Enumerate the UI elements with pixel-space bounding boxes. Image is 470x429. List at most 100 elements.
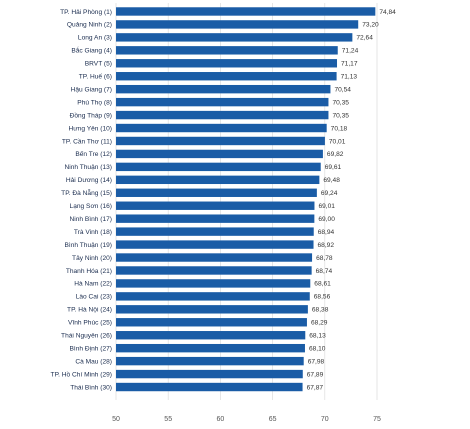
value-label: 67,87: [307, 384, 324, 391]
bar: [116, 292, 310, 301]
value-label: 70,01: [329, 138, 346, 145]
bar: [116, 331, 306, 340]
category-label: Tây Ninh (20): [72, 255, 112, 262]
value-label: 69,00: [318, 216, 335, 223]
category-label: Ninh Bình (17): [69, 216, 112, 223]
category-label: Cà Mau (28): [75, 358, 112, 365]
value-label: 69,82: [327, 151, 344, 158]
bar: [116, 110, 329, 120]
value-label: 70,35: [332, 112, 349, 119]
x-tick-label: 75: [373, 416, 381, 423]
bar: [116, 305, 308, 314]
category-label: Vĩnh Phúc (25): [68, 320, 112, 327]
category-label: Bắc Giang (4): [71, 46, 112, 55]
bar: [116, 279, 311, 288]
bar: [116, 7, 376, 16]
value-label: 69,61: [325, 164, 342, 171]
category-label: TP. Hồ Chí Minh (29): [51, 369, 112, 378]
value-label: 68,94: [318, 229, 335, 236]
value-label: 69,01: [318, 203, 335, 210]
value-label: 68,29: [311, 320, 328, 327]
bar: [116, 123, 327, 133]
value-label: 72,64: [356, 35, 373, 42]
category-label: TP. Cần Thơ (11): [62, 136, 112, 145]
value-label: 71,13: [341, 74, 358, 81]
x-tick-label: 60: [217, 416, 225, 423]
category-label: Hậu Giang (7): [71, 86, 112, 93]
bar: [116, 188, 317, 197]
category-label: Bình Thuận (19): [64, 242, 112, 249]
value-label: 73,20: [362, 22, 379, 29]
bar: [116, 227, 314, 236]
x-axis-ticks: 50 55 60 65 70 75: [112, 416, 381, 423]
category-label: Trà Vinh (18): [74, 229, 112, 236]
bar: [116, 253, 313, 262]
category-label: TP. Hà Nội (24): [67, 307, 112, 314]
value-label: 68,92: [318, 242, 335, 249]
category-label: Đồng Tháp (9): [70, 110, 112, 119]
bars: [116, 7, 376, 392]
category-label: Bến Tre (12): [75, 149, 112, 158]
x-tick-label: 70: [321, 416, 329, 423]
category-label: Long An (3): [78, 35, 112, 42]
bar: [116, 20, 359, 29]
bar: [116, 201, 315, 210]
bar: [116, 318, 307, 327]
category-label: TP. Đà Nẵng (15): [61, 188, 112, 197]
value-label: 69,24: [321, 190, 338, 197]
bar: [116, 46, 338, 55]
value-label: 68,61: [314, 281, 331, 288]
bar: [116, 84, 331, 94]
value-label: 70,35: [332, 99, 349, 106]
category-label: Hưng Yên (10): [68, 125, 112, 132]
bar: [116, 240, 314, 249]
bar: [116, 136, 325, 146]
value-label: 70,54: [334, 86, 351, 93]
bar: [116, 175, 320, 185]
category-labels: TP. Hải Phòng (1) Quảng Ninh (2) Long An (…: [51, 9, 112, 392]
value-label: 71,24: [342, 48, 359, 55]
bar: [116, 97, 329, 107]
bar: [116, 162, 321, 172]
bar: [116, 33, 353, 42]
x-tick-label: 65: [269, 416, 277, 423]
category-label: Thanh Hóa (21): [66, 268, 112, 275]
value-label: 68,56: [314, 294, 331, 301]
category-label: Quảng Ninh (2): [67, 22, 112, 29]
category-label: Phú Thọ (8): [77, 99, 112, 106]
value-label: 68,74: [316, 268, 333, 275]
value-label: 68,38: [312, 307, 329, 314]
value-label: 68,10: [309, 345, 326, 352]
bar: [116, 149, 323, 159]
value-label: 68,13: [309, 333, 326, 340]
bar: [116, 369, 303, 379]
category-label: Thái Nguyên (26): [61, 333, 112, 340]
category-label: Hà Nam (22): [74, 281, 112, 288]
value-label: 68,78: [316, 255, 333, 262]
value-label: 69,48: [323, 177, 340, 184]
category-label: TP. Huế (6): [79, 72, 112, 81]
bar: [116, 72, 337, 81]
category-label: Hải Dương (14): [66, 177, 112, 184]
category-label: Bình Định (27): [69, 345, 112, 352]
value-label: 71,17: [341, 61, 358, 68]
category-label: Thái Bình (30): [70, 384, 112, 391]
bar: [116, 214, 315, 223]
category-label: Lào Cai (23): [76, 294, 112, 301]
category-label: BRVT (5): [85, 61, 112, 68]
value-label: 67,98: [308, 358, 325, 365]
x-tick-label: 55: [164, 416, 172, 423]
value-label: 70,18: [331, 125, 348, 132]
value-label: 67,89: [307, 371, 324, 378]
category-label: TP. Hải Phòng (1): [60, 9, 112, 16]
x-tick-label: 50: [112, 416, 120, 423]
bar: [116, 382, 303, 392]
value-label: 74,84: [379, 9, 396, 16]
category-label: Ninh Thuận (13): [64, 164, 112, 171]
category-label: Lạng Sơn (16): [70, 203, 112, 210]
bar: [116, 266, 312, 275]
bar: [116, 343, 305, 353]
bar: [116, 356, 304, 366]
